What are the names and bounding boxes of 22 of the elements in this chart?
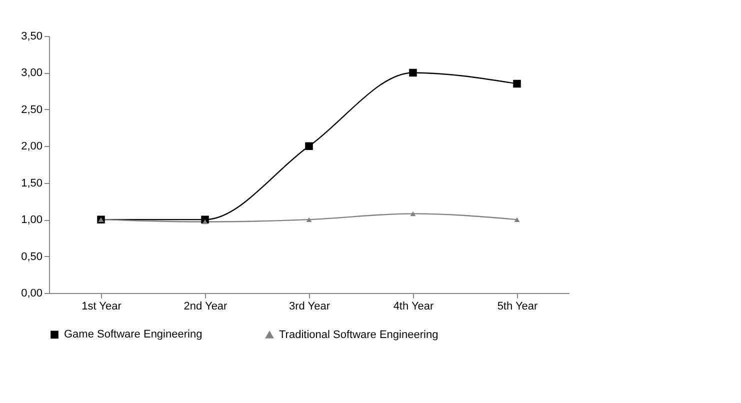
y-tick-label: 3,50: [21, 30, 42, 42]
point: [305, 142, 313, 150]
y-tick-label: 3,00: [21, 67, 42, 80]
point: [410, 211, 416, 216]
point: [202, 219, 208, 224]
y-tick-label: 1,50: [21, 177, 42, 190]
x-tick-label: 1st Year: [82, 300, 122, 312]
y-tick-label: 2,00: [21, 140, 42, 153]
point: [409, 68, 417, 77]
point: [306, 217, 312, 222]
y-tick-label: 1,00: [21, 214, 42, 226]
y-tick-label: 0,00: [21, 288, 42, 300]
point: [513, 80, 521, 88]
legend-label: Game Software Engineering: [64, 328, 202, 341]
legend-label: Traditional Software Engineering: [279, 328, 438, 341]
y-tick-label: 2,50: [21, 104, 42, 116]
point: [514, 217, 520, 222]
x-tick-label: 3rd Year: [289, 300, 330, 312]
x-tick-label: 2nd Year: [184, 300, 228, 312]
x-tick-label: 4th Year: [393, 300, 434, 312]
y-tick-label: 0,50: [21, 250, 42, 263]
x-tick-label: 5th Year: [497, 300, 538, 312]
